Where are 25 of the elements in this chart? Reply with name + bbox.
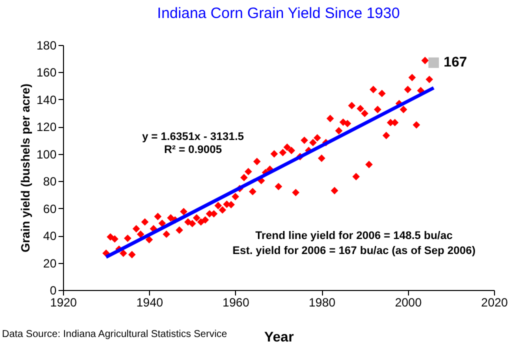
- y-tick-label: 0: [50, 284, 57, 298]
- y-tick-label: 20: [43, 256, 57, 270]
- x-axis-title: Year: [264, 328, 294, 344]
- y-axis-title: Grain yield (bushels per acre): [18, 84, 32, 252]
- y-tick-label: 140: [36, 92, 57, 107]
- chart-title: Indiana Corn Grain Yield Since 1930: [157, 5, 400, 22]
- annotation: y = 1.6351x - 3131.5: [142, 131, 244, 143]
- data-label: 167: [444, 54, 468, 70]
- y-tick-label: 100: [36, 147, 57, 162]
- x-tick-label: 1980: [308, 296, 336, 310]
- y-tick-label: 60: [43, 202, 57, 216]
- source-note: Data Source: Indiana Agricultural Statistics Service: [2, 329, 228, 340]
- x-tick-label: 2020: [481, 296, 508, 310]
- x-tick-label: 1960: [222, 296, 250, 310]
- annotation: Trend line yield for 2006 = 148.5 bu/ac: [255, 230, 453, 242]
- y-tick-label: 180: [36, 38, 57, 52]
- annotation: Est. yield for 2006 = 167 bu/ac (as of Sep 2006): [232, 245, 476, 257]
- y-tick-label: 40: [43, 229, 57, 244]
- x-tick-label: 1920: [50, 296, 78, 310]
- x-tick-label: 1940: [136, 296, 164, 310]
- y-tick-label: 80: [43, 174, 57, 189]
- x-tick-label: 2000: [394, 296, 422, 310]
- y-tick-label: 120: [36, 120, 57, 134]
- annotation: R² = 0.9005: [164, 144, 222, 156]
- y-tick-label: 160: [36, 66, 57, 80]
